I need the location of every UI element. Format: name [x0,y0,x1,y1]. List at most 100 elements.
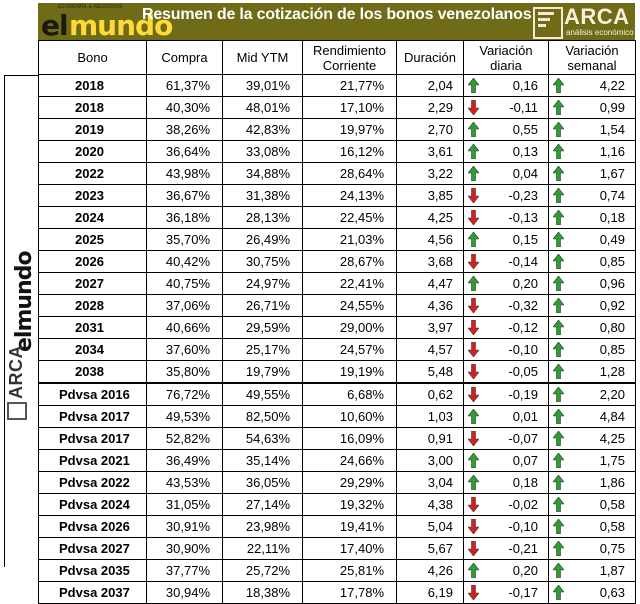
table-row: 2018 40,30% 48,01% 17,10% 2,29 -0,11 0,99 [38,96,636,119]
cell-bono: 2034 [38,338,147,361]
var-semanal-value: 0,63 [599,585,625,600]
var-diaria-value: 0,07 [512,453,538,468]
cell-var-diaria: 0,18 [463,471,549,494]
cell-bono: Pdvsa 2037 [38,581,147,604]
cell-rendimiento: 24,57% [302,338,397,361]
cell-mid-ytm: 24,97% [222,272,303,295]
elmundo-logo-el: el [41,9,69,42]
cell-var-semanal: 1,54 [548,118,636,141]
var-semanal-value: 0,18 [599,210,625,225]
arrow-up-icon [553,122,564,137]
cell-var-diaria: 0,04 [463,162,549,185]
cell-rendimiento: 19,97% [302,118,397,141]
cell-duracion: 3,97 [396,316,464,339]
cell-compra: 30,94% [146,581,223,604]
arrow-down-icon [468,431,479,446]
cell-bono: 2027 [38,272,147,295]
cell-rendimiento: 22,41% [302,272,397,295]
cell-duracion: 3,04 [396,471,464,494]
arrow-up-icon [468,122,479,137]
cell-bono: Pdvsa 2017 [38,427,147,450]
cell-mid-ytm: 30,75% [222,250,303,273]
var-semanal-value: 0,74 [599,188,625,203]
vertical-arca-logo: ARCA [6,345,27,420]
cell-bono: Pdvsa 2027 [38,537,147,560]
table-header-row: Bono Compra Mid YTM Rendimiento Corrient… [38,40,636,75]
cell-mid-ytm: 42,83% [222,118,303,141]
arrow-up-icon [468,166,479,181]
table-row: 2038 35,80% 19,79% 19,19% 5,48 -0,05 1,28 [38,360,636,384]
var-diaria-value: -0,17 [508,585,538,600]
cell-compra: 30,91% [146,515,223,538]
arrow-up-icon [553,475,564,490]
cell-duracion: 4,36 [396,294,464,317]
cell-compra: 40,75% [146,272,223,295]
cell-bono: 2024 [38,206,147,229]
table-row: Pdvsa 2017 49,53% 82,50% 10,60% 1,03 0,01 4,84 [38,405,636,428]
cell-rendimiento: 24,55% [302,294,397,317]
cell-var-semanal: 0,58 [548,493,636,516]
cell-duracion: 4,56 [396,228,464,251]
var-semanal-value: 0,58 [599,497,625,512]
col-header-var-semanal: Variación semanal [548,40,636,75]
cell-mid-ytm: 23,98% [222,515,303,538]
cell-compra: 38,26% [146,118,223,141]
cell-var-diaria: -0,17 [463,581,549,604]
cell-rendimiento: 22,45% [302,206,397,229]
var-diaria-value: 0,16 [512,78,538,93]
cell-compra: 52,82% [146,427,223,450]
cell-rendimiento: 25,81% [302,559,397,582]
var-diaria-value: 0,18 [512,475,538,490]
cell-duracion: 2,70 [396,118,464,141]
arrow-up-icon [553,100,564,115]
cell-compra: 36,64% [146,140,223,163]
var-diaria-value: 0,13 [512,144,538,159]
var-diaria-value: -0,32 [508,298,538,313]
cell-var-diaria: -0,07 [463,427,549,450]
cell-rendimiento: 17,78% [302,581,397,604]
cell-var-semanal: 1,67 [548,162,636,185]
cell-compra: 43,98% [146,162,223,185]
cell-var-diaria: -0,12 [463,316,549,339]
arrow-up-icon [468,232,479,247]
cell-rendimiento: 28,64% [302,162,397,185]
arrow-up-icon [553,320,564,335]
arrow-up-icon [553,298,564,313]
arrow-up-icon [553,210,564,225]
cell-rendimiento: 6,68% [302,382,397,406]
cell-mid-ytm: 49,55% [222,382,303,406]
arrow-up-icon [553,453,564,468]
arrow-down-icon [468,387,479,402]
var-diaria-value: -0,05 [508,364,538,379]
cell-compra: 37,06% [146,294,223,317]
cell-compra: 61,37% [146,74,223,97]
cell-duracion: 6,19 [396,581,464,604]
table-row: 2026 40,42% 30,75% 28,67% 3,68 -0,14 0,85 [38,250,636,273]
var-semanal-value: 1,87 [599,563,625,578]
var-diaria-value: -0,12 [508,320,538,335]
arrow-down-icon [468,100,479,115]
arrow-up-icon [553,497,564,512]
cell-var-semanal: 0,49 [548,228,636,251]
var-semanal-value: 2,20 [599,387,625,402]
col-header-rendimiento: Rendimiento Corriente [302,40,397,75]
cell-var-diaria: -0,11 [463,96,549,119]
cell-var-diaria: -0,32 [463,294,549,317]
var-semanal-value: 0,92 [599,298,625,313]
col-header-compra: Compra [146,40,223,75]
table-row: Pdvsa 2021 36,49% 35,14% 24,66% 3,00 0,07 1,75 [38,449,636,472]
cell-mid-ytm: 34,88% [222,162,303,185]
arrow-up-icon [468,453,479,468]
cell-bono: 2023 [38,184,147,207]
table-row: Pdvsa 2035 37,77% 25,72% 25,81% 4,26 0,20 1,87 [38,559,636,582]
arrow-up-icon [553,232,564,247]
cell-bono: 2019 [38,118,147,141]
cell-var-diaria: -0,02 [463,493,549,516]
cell-duracion: 0,91 [396,427,464,450]
cell-duracion: 2,04 [396,74,464,97]
arrow-up-icon [553,276,564,291]
var-diaria-value: 0,55 [512,122,538,137]
table-row: 2019 38,26% 42,83% 19,97% 2,70 0,55 1,54 [38,118,636,141]
table-row: Pdvsa 2016 76,72% 49,55% 6,68% 0,62 -0,19 2,20 [38,382,636,406]
table-row: 2024 36,18% 28,13% 22,45% 4,25 -0,13 0,18 [38,206,636,229]
